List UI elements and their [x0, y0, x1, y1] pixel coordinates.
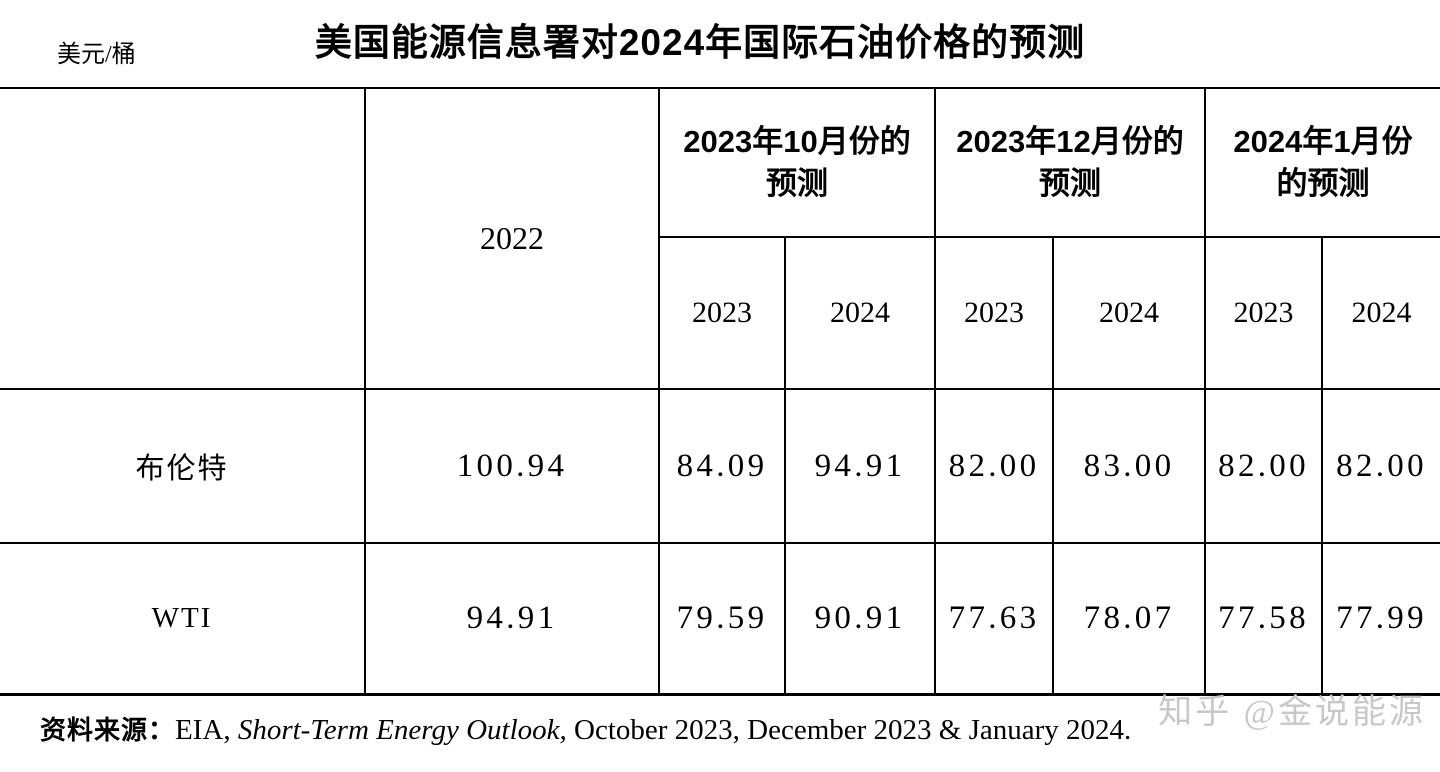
value-cell: 100.94 [364, 388, 660, 544]
watermark: 知乎 @金说能源 [1158, 694, 1426, 731]
corner-empty-cell [0, 87, 366, 390]
unit-label: 美元/桶 [57, 42, 136, 68]
value-cell: 77.63 [934, 542, 1055, 695]
table-row-wti: WTI 94.91 79.59 90.91 77.63 78.07 77.58 … [0, 542, 1440, 695]
value-cell: 83.00 [1052, 388, 1207, 544]
group-header-dec-2023: 2023年12月份的预测 [934, 87, 1207, 238]
group-header-jan-2024: 2024年1月份的预测 [1204, 87, 1440, 238]
source-publication-title: Short-Term Energy Outlook, [237, 714, 567, 746]
value-cell: 94.91 [364, 542, 660, 695]
source-text-after-italic: October 2023, December 2023 & January 20… [566, 714, 1132, 746]
value-cell: 90.91 [783, 542, 937, 695]
page-title: 美国能源信息署对2024年国际石油价格的预测 [314, 22, 1086, 63]
subyear-header: 2024 [1321, 236, 1440, 390]
group-header-oct-2023: 2023年10月份的预测 [657, 87, 937, 238]
subyear-header: 2023 [1204, 236, 1324, 390]
value-cell: 77.99 [1321, 542, 1440, 695]
header-row-subyears: 2023 2024 2023 2024 2023 2024 [0, 236, 1440, 390]
row-label-wti: WTI [0, 542, 366, 695]
header-row-groups: 2022 2023年10月份的预测 2023年12月份的预测 2024年1月份的… [0, 87, 1440, 390]
value-cell: 79.59 [658, 542, 786, 695]
forecast-table: 2022 2023年10月份的预测 2023年12月份的预测 2024年1月份的… [0, 87, 1440, 696]
source-text-before-italic: EIA, [175, 714, 238, 746]
subyear-header: 2024 [1052, 236, 1207, 390]
column-header-2022: 2022 [364, 87, 660, 390]
value-cell: 82.00 [934, 388, 1055, 544]
subyear-header: 2024 [783, 236, 937, 390]
source-label: 资料来源： [40, 716, 176, 745]
subyear-header: 2023 [658, 236, 786, 390]
value-cell: 77.58 [1204, 542, 1324, 695]
value-cell: 82.00 [1204, 388, 1324, 544]
subyear-header: 2023 [934, 236, 1055, 390]
source-note: 资料来源：EIA, Short-Term Energy Outlook, Oct… [40, 710, 1131, 747]
value-cell: 82.00 [1321, 388, 1440, 544]
table-row-brent: 布伦特 100.94 84.09 94.91 82.00 83.00 82.00… [0, 388, 1440, 544]
value-cell: 94.91 [783, 388, 937, 544]
row-label-brent: 布伦特 [0, 388, 366, 544]
value-cell: 78.07 [1052, 542, 1207, 695]
value-cell: 84.09 [658, 388, 786, 544]
